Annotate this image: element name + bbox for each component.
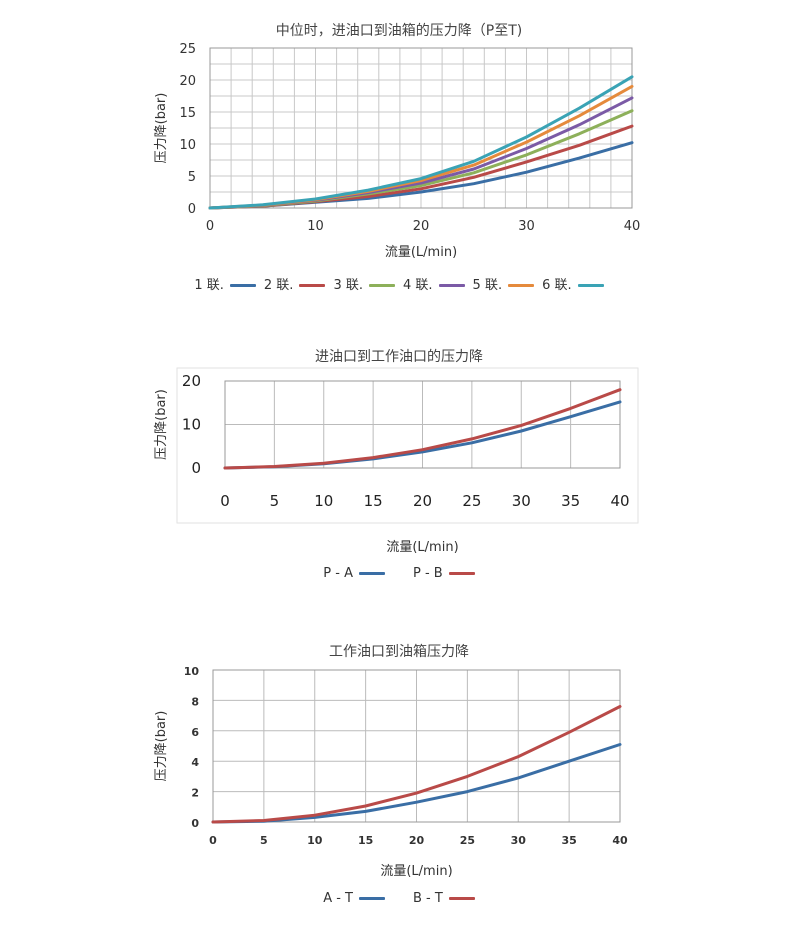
y-tick-label: 15 <box>179 106 196 121</box>
x-tick-label: 0 <box>220 492 230 510</box>
x-axis-label: 流量(L/min) <box>380 864 452 879</box>
x-tick-label: 5 <box>270 492 280 510</box>
chart-1: 中位时，进油口到油箱的压力降（P至T) 0 10 20 30 40 0 5 10 15 20 25 流… <box>0 0 798 310</box>
x-tick-label: 40 <box>624 219 641 234</box>
y-tick-label: 10 <box>179 138 196 153</box>
x-tick-label: 10 <box>307 834 323 847</box>
legend-item: A - T <box>323 891 385 906</box>
legend-swatch <box>448 572 475 575</box>
y-tick-label: 4 <box>191 756 199 769</box>
legend-item: 4 联. <box>403 274 465 293</box>
y-tick-label: 20 <box>179 74 196 89</box>
y-tick-label: 10 <box>184 665 200 678</box>
chart-3-svg: 0 5 10 15 20 25 30 35 40 0 2 4 6 8 10 流量(L/min) 压力降(bar) <box>154 665 628 879</box>
legend-label: P - B <box>412 566 443 581</box>
legend-item: P - B <box>413 566 475 581</box>
legend-item: 5 联. <box>473 274 535 293</box>
legend-swatch <box>369 284 395 287</box>
chart-1-legend: 1 联. 2 联. 3 联. 4 联. 5 联. 6 联. <box>0 274 798 293</box>
legend-label: 1 联. <box>194 278 224 293</box>
y-tick-label: 6 <box>191 726 199 739</box>
chart-3-title: 工作油口到油箱压力降 <box>329 644 469 660</box>
plot-border <box>209 47 633 209</box>
legend-label: P - A <box>323 566 353 581</box>
legend-label: 5 联. <box>472 278 503 293</box>
y-tick-label: 5 <box>188 170 196 185</box>
y-tick-label: 2 <box>191 787 199 800</box>
x-tick-label: 20 <box>413 492 432 510</box>
legend-label: B - T <box>412 891 443 906</box>
y-tick-label: 0 <box>188 202 196 217</box>
legend-label: 6 联. <box>542 278 572 293</box>
y-tick-label: 25 <box>179 42 196 57</box>
x-tick-label: 25 <box>462 492 481 510</box>
legend-swatch <box>448 897 475 900</box>
x-tick-label: 5 <box>260 834 268 847</box>
x-tick-label: 30 <box>518 219 535 234</box>
series-line-6 <box>208 75 634 210</box>
legend-item: 3 联. <box>333 274 395 293</box>
y-tick-label: 20 <box>182 372 201 390</box>
legend-swatch <box>229 284 256 287</box>
legend-swatch <box>438 284 465 287</box>
chart-2: 进油口到工作油口的压力降 0 5 10 15 20 25 30 35 40 0 10 20 流量(L/m… <box>0 340 798 600</box>
chart-1-title: 中位时，进油口到油箱的压力降（P至T) <box>275 23 523 39</box>
legend-label: A - T <box>323 891 353 906</box>
x-tick-label: 40 <box>612 834 628 847</box>
y-axis-label: 压力降(bar) <box>154 389 169 460</box>
chart-1-svg: 0 10 20 30 40 0 5 10 15 20 25 流量(L/min) 压力降(bar) <box>154 42 641 260</box>
legend-item: 6 联. <box>542 274 604 293</box>
series-line-2 <box>211 705 622 824</box>
x-tick-label: 0 <box>206 219 214 234</box>
legend-swatch <box>577 284 604 287</box>
legend-item: P - A <box>323 566 385 581</box>
x-tick-label: 15 <box>364 492 383 510</box>
y-tick-label: 0 <box>191 817 199 830</box>
x-axis-label: 流量(L/min) <box>385 245 457 260</box>
y-axis-label: 压力降(bar) <box>154 93 169 164</box>
y-tick-label: 0 <box>191 459 201 477</box>
chart-3: 工作油口到油箱压力降 0 5 10 15 20 25 30 35 40 0 2 4 6 8 10 流量(L/m… <box>0 635 798 935</box>
legend-swatch <box>358 572 385 575</box>
x-axis-label: 流量(L/min) <box>386 540 458 555</box>
legend-item: 2 联. <box>264 274 326 293</box>
x-tick-label: 15 <box>358 834 373 847</box>
chart-2-svg: 0 5 10 15 20 25 30 35 40 0 10 20 流量(L/min) 压力降(bar) <box>154 367 639 555</box>
legend-swatch <box>508 284 535 287</box>
chart-2-title: 进油口到工作油口的压力降 <box>315 349 483 365</box>
x-tick-label: 10 <box>314 492 333 510</box>
x-tick-label: 35 <box>561 492 580 510</box>
x-tick-label: 25 <box>460 834 475 847</box>
legend-label: 2 联. <box>263 278 294 293</box>
y-axis-label: 压力降(bar) <box>154 711 169 782</box>
x-tick-label: 0 <box>209 834 217 847</box>
x-tick-label: 30 <box>511 834 527 847</box>
x-tick-label: 20 <box>413 219 430 234</box>
x-tick-label: 35 <box>561 834 576 847</box>
legend-swatch <box>358 897 385 900</box>
legend-item: 1 联. <box>194 274 256 293</box>
chart-frame <box>176 367 639 524</box>
legend-swatch <box>299 284 326 287</box>
plot-border <box>224 380 621 469</box>
y-tick-label: 10 <box>182 416 201 434</box>
y-tick-label: 8 <box>191 695 199 708</box>
x-tick-label: 10 <box>307 219 324 234</box>
series-line-2 <box>223 388 622 470</box>
x-tick-label: 40 <box>610 492 629 510</box>
legend-label: 4 联. <box>403 278 433 293</box>
legend-label: 3 联. <box>333 278 363 293</box>
x-tick-label: 20 <box>409 834 425 847</box>
x-tick-label: 30 <box>512 492 531 510</box>
legend-item: B - T <box>413 891 475 906</box>
